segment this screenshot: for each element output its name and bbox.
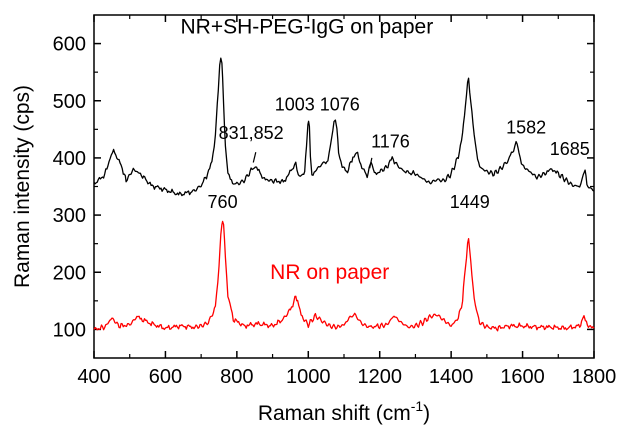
x-tick-label: 600 bbox=[149, 366, 182, 388]
y-tick-label: 300 bbox=[53, 205, 86, 227]
x-tick-label: 1400 bbox=[429, 366, 474, 388]
y-tick-label: 200 bbox=[53, 262, 86, 284]
x-tick-label: 400 bbox=[77, 366, 110, 388]
x-tick-label: 1600 bbox=[500, 366, 545, 388]
x-axis-title-superscript: -1 bbox=[411, 398, 424, 414]
y-tick-label: 500 bbox=[53, 91, 86, 113]
x-axis-title-suffix: ) bbox=[423, 402, 430, 425]
series-label: NR on paper bbox=[270, 261, 389, 284]
peak-label: 1449 bbox=[450, 192, 490, 212]
series-line-nr-peg-igg bbox=[93, 57, 595, 197]
peak-label: 1685 bbox=[550, 139, 590, 159]
peak-label: 1176 bbox=[371, 132, 410, 152]
peak-leader-line bbox=[252, 152, 257, 163]
plot-frame bbox=[93, 14, 595, 359]
annotation-layer: NR+SH-PEG-IgG on paper NR on paper 760 1449… bbox=[181, 15, 590, 284]
series-label: NR+SH-PEG-IgG on paper bbox=[181, 15, 434, 38]
series-line-nr bbox=[93, 220, 595, 332]
x-axis-title-main: Raman shift (cm bbox=[258, 402, 411, 425]
x-tick-label: 1000 bbox=[286, 366, 331, 388]
y-tick-label: 600 bbox=[53, 34, 86, 56]
peak-label: 760 bbox=[208, 192, 238, 212]
y-tick-label: 100 bbox=[53, 319, 86, 341]
peak-leader-line bbox=[369, 157, 373, 169]
x-axis-title: Raman shift (cm-1) bbox=[258, 398, 430, 425]
peak-label: 1003 bbox=[275, 94, 315, 114]
y-axis-title: Raman intensity (cps) bbox=[11, 85, 34, 288]
peak-label: 831,852 bbox=[219, 123, 284, 143]
x-tick-label: 1200 bbox=[357, 366, 402, 388]
peak-label: 1582 bbox=[506, 117, 546, 137]
x-tick-label: 800 bbox=[220, 366, 253, 388]
y-tick-label: 400 bbox=[53, 148, 86, 170]
peak-label: 1076 bbox=[320, 94, 360, 114]
x-tick-label: 1800 bbox=[572, 366, 617, 388]
series-layer bbox=[93, 57, 595, 332]
axes: 400 600 800 1000 1200 1400 1600 1800 100 200 300 40… bbox=[53, 15, 617, 388]
